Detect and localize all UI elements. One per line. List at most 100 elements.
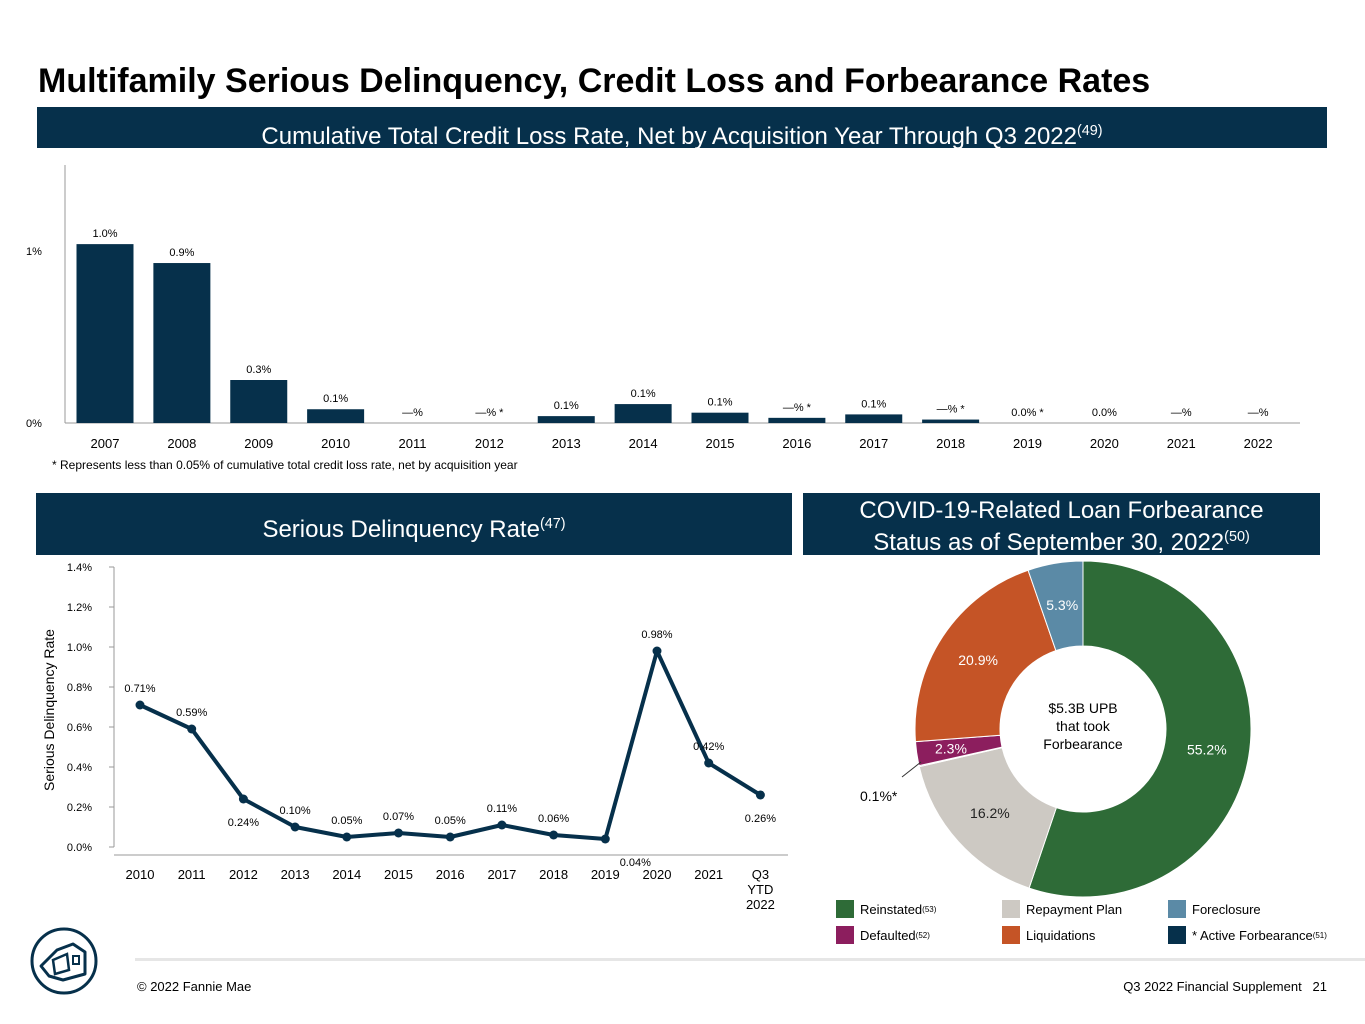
donut-callout-leader <box>901 761 922 778</box>
donut-center-line1: $5.3B UPB <box>1048 700 1117 716</box>
sdq-header-ref: (47) <box>539 516 566 532</box>
sdq-category-label: 2021 <box>694 867 723 882</box>
donut-center-line3: Forbearance <box>1043 736 1123 752</box>
sdq-point <box>238 794 248 804</box>
sdq-point <box>290 822 300 832</box>
bar <box>537 416 595 423</box>
sdq-point <box>704 758 714 768</box>
forbearance-legend: Reinstated (53) Repayment Plan Foreclosur… <box>836 900 1356 950</box>
bar-category-label: 2019 <box>1013 436 1042 451</box>
sdq-point <box>187 724 197 734</box>
sdq-line-chart: 0.0% 0.2% 0.4% 0.6% 0.8% 1.0% 1.2% 1.4% Serious … <box>41 562 788 912</box>
credit-loss-bar-chart: 0% 1% 1.0% 2007 0.9% 2008 0.3% 2009 0.1% 2010 —% 20… <box>26 165 1300 451</box>
bar <box>230 380 288 423</box>
sdq-value-label: 0.26% <box>745 813 776 825</box>
bar-category-label: 2009 <box>244 436 273 451</box>
bar <box>153 263 211 423</box>
legend-swatch-active-forbearance <box>1168 926 1186 944</box>
bar-value-label: 0.0% * <box>1011 407 1044 419</box>
legend-label-repayment-plan: Repayment Plan <box>1026 901 1123 917</box>
covid-header-line2: Status as of September 30, 2022 <box>873 529 1225 556</box>
bar-value-label: —% <box>402 407 423 419</box>
bar-category-label: 2015 <box>706 436 735 451</box>
bar-category-label: 2018 <box>936 436 965 451</box>
sdq-header: Serious Delinquency Rate(47) <box>36 493 792 555</box>
sdq-header-text: Serious Delinquency Rate <box>262 516 540 543</box>
bar-category-label: 2012 <box>475 436 504 451</box>
line-y-tick-label: 1.0% <box>67 642 92 654</box>
sdq-value-label: 0.04% <box>620 857 651 869</box>
credit-loss-header: Cumulative Total Credit Loss Rate, Net b… <box>37 107 1327 150</box>
sdq-point <box>652 646 662 656</box>
sdq-value-label: 0.05% <box>331 815 362 827</box>
bar-category-label: 2014 <box>629 436 658 451</box>
donut-slice-label: 2.3% <box>935 741 967 757</box>
bar-value-label: 0.1% <box>707 397 732 409</box>
bar-value-label: —% * <box>937 404 966 416</box>
credit-loss-header-ref: (49) <box>1077 123 1103 139</box>
sdq-point <box>394 828 403 838</box>
sdq-category-label: 2019 <box>591 867 620 882</box>
bar-value-label: 0.1% <box>631 388 656 400</box>
donut-slice <box>1028 560 1252 898</box>
bar <box>922 419 980 423</box>
bar-category-label: 2010 <box>321 436 350 451</box>
legend-item-liquidations: Liquidations <box>1002 926 1095 944</box>
donut-callout-label: 0.1%* <box>860 788 898 804</box>
legend-ref-reinstated: (53) <box>922 904 937 914</box>
bar-value-label: 1.0% <box>92 228 117 240</box>
bar-category-label: 2021 <box>1167 436 1196 451</box>
donut-slice <box>1027 560 1084 652</box>
sdq-value-label: 0.71% <box>124 683 155 695</box>
legend-item-foreclosure: Foreclosure <box>1168 900 1261 918</box>
line-y-tick-label: 0.8% <box>67 682 92 694</box>
sdq-point <box>549 830 559 840</box>
sdq-category-label: YTD <box>747 882 773 897</box>
bar-value-label: 0.1% <box>861 398 886 410</box>
sdq-category-label: 2010 <box>126 867 155 882</box>
bar-y-tick-label: 0% <box>26 418 42 430</box>
bar-value-label: —% * <box>783 402 812 414</box>
bar-value-label: —% <box>1248 407 1269 419</box>
sdq-category-label: 2016 <box>436 867 465 882</box>
bar-value-label: 0.1% <box>554 400 579 412</box>
page-title: Multifamily Serious Delinquency, Credit … <box>38 62 1151 100</box>
sdq-value-label: 0.05% <box>435 815 466 827</box>
legend-swatch-liquidations <box>1002 926 1020 944</box>
bar-category-label: 2017 <box>859 436 888 451</box>
legend-ref-active-forbearance: (51) <box>1312 930 1327 940</box>
sdq-category-label: 2017 <box>487 867 516 882</box>
legend-item-active-forbearance: * Active Forbearance (51) <box>1168 926 1327 944</box>
bar-y-tick-label: 1% <box>26 246 42 258</box>
bar-category-label: 2007 <box>91 436 120 451</box>
donut-slice <box>914 569 1057 743</box>
legend-swatch-repayment-plan <box>1002 900 1020 918</box>
sdq-category-label: 2022 <box>746 897 775 912</box>
sdq-value-label: 0.98% <box>641 629 672 641</box>
legend-item-reinstated: Reinstated (53) <box>836 900 936 918</box>
sdq-value-label: 0.42% <box>693 741 724 753</box>
legend-swatch-reinstated <box>836 900 854 918</box>
bar-value-label: 0.9% <box>169 247 194 259</box>
sdq-value-label: 0.11% <box>487 803 518 815</box>
bar-value-label: 0.1% <box>323 393 348 405</box>
legend-swatch-defaulted <box>836 926 854 944</box>
donut-center-line2: that took <box>1056 718 1111 734</box>
sdq-point <box>497 820 507 830</box>
donut-slice-label: 16.2% <box>970 805 1010 821</box>
sdq-point <box>445 832 455 842</box>
sdq-value-label: 0.24% <box>228 817 259 829</box>
bar-value-label: 0.3% <box>246 364 271 376</box>
legend-item-repayment-plan: Repayment Plan <box>1002 900 1122 918</box>
bar <box>614 404 672 423</box>
bar <box>845 414 903 423</box>
legend-label-liquidations: Liquidations <box>1026 927 1096 943</box>
bar-category-label: 2008 <box>167 436 196 451</box>
legend-label-foreclosure: Foreclosure <box>1192 901 1261 917</box>
donut-slice-label: 20.9% <box>958 652 998 668</box>
sdq-point <box>600 834 610 844</box>
covid-header-line1: COVID-19-Related Loan Forbearance <box>859 497 1264 524</box>
bar-category-label: 2011 <box>399 436 427 451</box>
legend-ref-defaulted: (52) <box>915 930 930 940</box>
bar <box>76 244 134 423</box>
